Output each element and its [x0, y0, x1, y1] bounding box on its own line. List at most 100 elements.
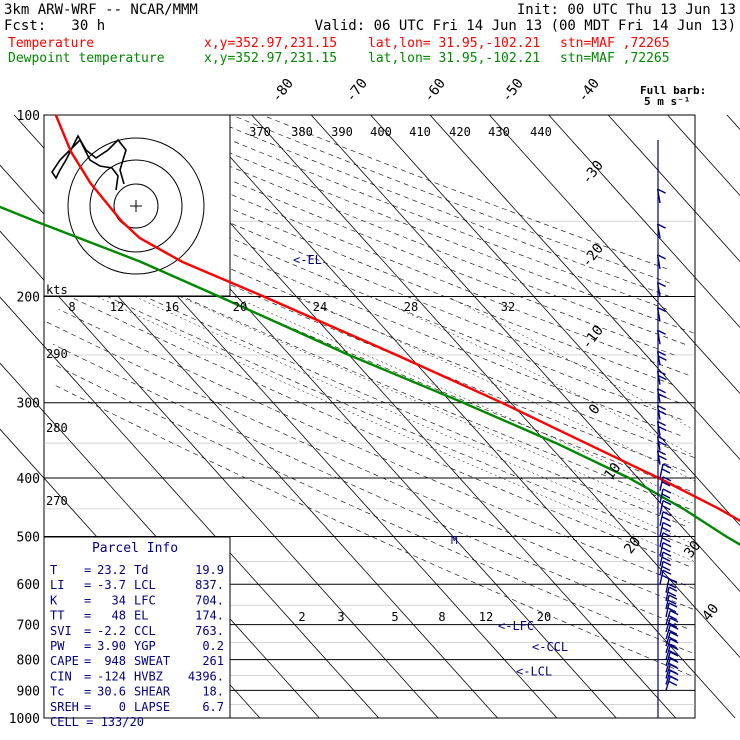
isotherm-label: -40	[575, 76, 603, 106]
moist-adiabat-label: 24	[313, 300, 327, 314]
moist-adiabat	[447, 296, 691, 428]
pressure-tick-label: 100	[17, 109, 40, 124]
parcel-right-value: 763.	[195, 624, 224, 638]
isotherm	[548, 114, 740, 329]
moist-adiabat-label: 8	[68, 300, 75, 314]
wind-barb	[665, 586, 678, 602]
dewpoint-line	[0, 205, 740, 546]
wind-barb	[656, 188, 666, 204]
parcel-right-value: 6.7	[202, 700, 224, 714]
isotherm-label: 30	[681, 538, 704, 561]
moist-adiabat-label: 32	[501, 300, 515, 314]
level-marker: <-CCL	[532, 640, 568, 654]
theta-label: 400	[370, 125, 392, 139]
isotherm	[726, 114, 740, 131]
parcel-row: TT = 48 EL 174.	[50, 609, 224, 623]
parcel-left-value: 34	[112, 593, 126, 607]
wind-barb	[659, 476, 672, 491]
isotherm-label: 10	[601, 460, 624, 483]
wind-barb	[656, 388, 667, 403]
parcel-row: CAPE = 948 SWEAT 261	[50, 654, 224, 668]
wind-barb	[659, 542, 672, 557]
parcel-left-value: 30.6	[97, 685, 126, 699]
theta-label: 380	[291, 125, 313, 139]
wind-barb	[659, 500, 672, 515]
parcel-equals: =	[84, 685, 91, 699]
wind-barb	[656, 350, 667, 366]
parcel-right-label: EL	[134, 609, 148, 623]
parcel-equals: =	[84, 700, 91, 714]
dry-adiabat	[139, 114, 694, 334]
wind-barb	[665, 675, 679, 691]
parcel-left-value: 0	[119, 700, 126, 714]
parcel-left-value: -3.7	[97, 578, 126, 592]
legend-dewpoint-latlon: lat,lon= 31.95,-102.21	[368, 51, 541, 66]
isotherm-label: 0	[586, 401, 604, 417]
theta-label: 390	[331, 125, 353, 139]
parcel-right-value: 174.	[195, 609, 224, 623]
isotherm	[0, 296, 379, 719]
pressure-tick-label: 800	[17, 654, 40, 669]
parcel-left-value: -124	[97, 669, 126, 683]
barb-legend-line2: 5 m s⁻¹	[644, 95, 690, 108]
wind-barb	[656, 435, 667, 451]
hodograph-ring	[67, 137, 205, 275]
parcel-left-label: T	[50, 563, 57, 577]
moist-adiabat-label: 28	[404, 300, 418, 314]
parcel-left-label: Tc	[50, 685, 64, 699]
legend-dewpoint-label: Dewpoint temperature	[8, 51, 165, 66]
isotherm-label: -80	[269, 76, 297, 106]
level-marker: <-EL	[293, 253, 322, 267]
dry-adiabat	[169, 114, 668, 310]
wind-barb	[659, 488, 672, 504]
isotherm	[607, 114, 740, 263]
moist-adiabat-label: 12	[110, 300, 124, 314]
dry-adiabat	[58, 309, 695, 589]
wind-barb	[656, 329, 666, 345]
parcel-left-label: SREH	[50, 700, 79, 714]
parcel-right-value: 837.	[195, 578, 224, 592]
level-marker: <-LFC	[498, 619, 534, 633]
isotherm-label: -20	[579, 241, 607, 271]
parcel-equals: =	[84, 578, 91, 592]
theta-label: 370	[249, 125, 271, 139]
mixing-ratio-label: 8	[438, 610, 445, 624]
isotherm	[667, 114, 740, 197]
parcel-right-label: Td	[134, 563, 148, 577]
wind-barb	[659, 569, 672, 585]
isotherm-label: 20	[621, 534, 644, 557]
parcel-equals: =	[84, 624, 91, 638]
parcel-left-label: LI	[50, 578, 64, 592]
parcel-right-label: HVBZ	[134, 669, 163, 683]
pressure-tick-label: 500	[17, 530, 40, 545]
theta-label: 270	[46, 494, 68, 508]
parcel-right-label: LCL	[134, 578, 156, 592]
dry-adiabat	[54, 237, 690, 510]
dry-adiabat	[45, 321, 694, 610]
parcel-right-label: CCL	[134, 624, 156, 638]
parcel-left-label: CAPE	[50, 654, 79, 668]
moist-adiabat-label: 20	[233, 300, 247, 314]
parcel-row: SREH = 0 LAPSE 6.7	[50, 700, 224, 714]
parcel-right-value: 4396.	[188, 669, 224, 683]
wind-barb	[665, 631, 679, 647]
wind-barb	[656, 449, 667, 465]
isotherm	[192, 114, 736, 719]
level-marker: M	[451, 534, 458, 547]
legend-temperature-coords: x,y=352.97,231.15	[204, 36, 338, 51]
parcel-equals: =	[84, 609, 91, 623]
parcel-row: LI = -3.7 LCL 837.	[50, 578, 224, 592]
parcel-info-box	[43, 536, 231, 719]
dry-adiabat	[46, 114, 689, 376]
theta-label: 440	[530, 125, 552, 139]
wind-barb	[659, 532, 672, 547]
moist-adiabat	[233, 296, 693, 504]
pressure-tick-label: 600	[17, 578, 40, 593]
hodograph-units: kts	[46, 283, 68, 297]
parcel-row: T = 23.2 Td 19.9	[50, 563, 224, 577]
pressure-tick-label: 1000	[9, 712, 40, 727]
dry-adiabat	[231, 114, 670, 284]
parcel-row: PW = 3.90 YGP 0.2	[50, 639, 224, 653]
parcel-right-label: LAPSE	[134, 700, 170, 714]
